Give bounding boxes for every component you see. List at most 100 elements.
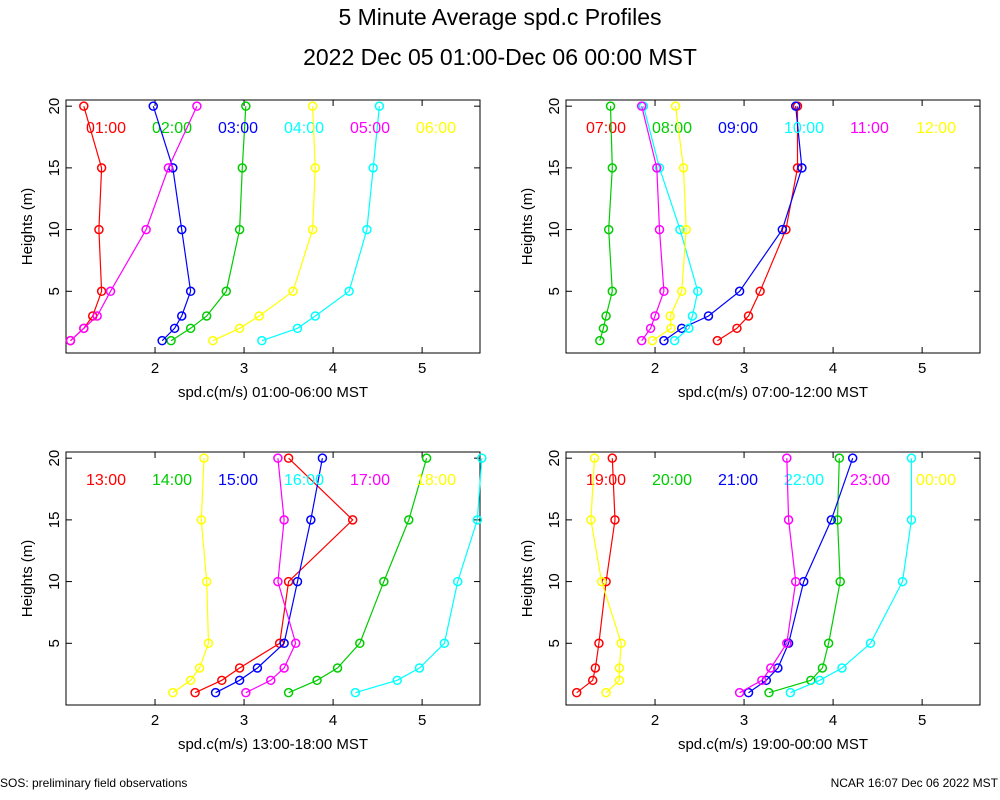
data-point bbox=[610, 515, 620, 525]
footer-timestamp: NCAR 16:07 Dec 06 2022 MST bbox=[830, 776, 998, 790]
chart-subtitle: 2022 Dec 05 01:00-Dec 06 00:00 MST bbox=[303, 44, 697, 70]
footer-note: SOS: preliminary field observations bbox=[0, 776, 188, 790]
data-point bbox=[785, 687, 796, 698]
data-point bbox=[234, 224, 245, 235]
x-tick-label: 2 bbox=[151, 360, 159, 377]
series-0100 bbox=[65, 101, 107, 346]
data-point bbox=[241, 101, 251, 111]
data-point bbox=[317, 453, 328, 463]
data-point bbox=[847, 453, 858, 463]
y-tick-label: 15 bbox=[546, 160, 563, 177]
data-point bbox=[290, 638, 301, 649]
series-line bbox=[288, 458, 428, 694]
series-line bbox=[212, 106, 316, 342]
data-point bbox=[252, 663, 263, 673]
series-1400 bbox=[283, 453, 432, 698]
legend-label: 19:00 bbox=[586, 472, 626, 489]
data-point bbox=[598, 323, 609, 334]
x-tick-label: 5 bbox=[418, 360, 426, 377]
y-tick-label: 10 bbox=[546, 221, 563, 238]
data-point bbox=[607, 453, 618, 463]
data-point bbox=[603, 224, 614, 235]
legend-label: 15:00 bbox=[218, 472, 258, 489]
data-point bbox=[645, 323, 656, 334]
series-line bbox=[172, 458, 210, 694]
data-point bbox=[676, 286, 687, 297]
x-tick-label: 3 bbox=[740, 712, 748, 729]
data-point bbox=[743, 311, 754, 321]
series-line bbox=[717, 106, 799, 342]
y-tick-label: 5 bbox=[46, 287, 63, 295]
data-point bbox=[777, 224, 788, 235]
y-tick-label: 5 bbox=[546, 639, 563, 647]
series-line bbox=[663, 106, 803, 342]
x-tick-label: 2 bbox=[651, 712, 659, 729]
y-axis-label: Heights (m) bbox=[19, 188, 36, 266]
data-point bbox=[654, 224, 665, 235]
data-point bbox=[755, 286, 765, 297]
data-point bbox=[307, 101, 318, 111]
x-tick-label: 4 bbox=[829, 360, 837, 377]
data-point bbox=[452, 576, 463, 587]
x-tick-label: 5 bbox=[418, 712, 426, 729]
y-tick-label: 20 bbox=[546, 450, 563, 467]
legend-label: 17:00 bbox=[350, 472, 390, 489]
data-point bbox=[732, 323, 742, 334]
data-point bbox=[596, 576, 607, 587]
y-axis-label: Heights (m) bbox=[519, 540, 536, 618]
plot-frame bbox=[565, 451, 981, 706]
data-point bbox=[687, 311, 698, 321]
data-point bbox=[254, 311, 264, 321]
series-line bbox=[245, 458, 297, 694]
plot-frame bbox=[65, 99, 481, 354]
legend-label: 00:00 bbox=[916, 472, 956, 489]
series-2000 bbox=[764, 453, 845, 698]
data-point bbox=[194, 663, 205, 673]
legend-label: 10:00 bbox=[784, 120, 824, 137]
chart-panel-3: 2 3 4 5 5 10 15 20 spd.c(m/s) 13:00-18:00 MST Hei… bbox=[19, 450, 487, 753]
data-point bbox=[355, 638, 365, 649]
data-point bbox=[201, 576, 212, 587]
series-line bbox=[590, 458, 622, 694]
data-point bbox=[681, 224, 691, 235]
data-point bbox=[472, 515, 483, 525]
series-line bbox=[748, 458, 854, 694]
data-point bbox=[654, 163, 665, 173]
series-0000 bbox=[586, 453, 626, 698]
data-point bbox=[817, 663, 828, 673]
data-point bbox=[283, 576, 294, 587]
data-point bbox=[897, 576, 908, 587]
data-point bbox=[823, 638, 834, 649]
legend-label: 05:00 bbox=[350, 120, 390, 137]
data-point bbox=[201, 311, 212, 321]
data-point bbox=[766, 663, 776, 673]
data-point bbox=[283, 687, 294, 698]
x-tick-label: 3 bbox=[240, 360, 248, 377]
data-point bbox=[669, 335, 680, 346]
series-line bbox=[790, 458, 913, 694]
data-point bbox=[208, 335, 218, 346]
data-point bbox=[234, 675, 245, 686]
data-point bbox=[477, 453, 487, 463]
x-tick-label: 4 bbox=[829, 712, 837, 729]
data-point bbox=[237, 163, 248, 173]
x-tick-label: 5 bbox=[918, 360, 926, 377]
data-point bbox=[676, 323, 687, 334]
data-point bbox=[94, 224, 104, 235]
data-point bbox=[757, 675, 767, 686]
series-1200 bbox=[647, 101, 691, 346]
x-tick-label: 4 bbox=[329, 360, 337, 377]
data-point bbox=[210, 687, 221, 698]
data-point bbox=[347, 515, 358, 525]
data-point bbox=[196, 515, 207, 525]
series-line bbox=[642, 106, 699, 342]
data-point bbox=[217, 675, 227, 686]
data-point bbox=[92, 311, 102, 321]
data-point bbox=[392, 675, 402, 686]
data-point bbox=[734, 286, 745, 297]
data-point bbox=[614, 675, 625, 686]
series-line bbox=[215, 458, 323, 694]
data-point bbox=[96, 286, 107, 297]
data-point bbox=[65, 335, 76, 346]
data-point bbox=[782, 453, 792, 463]
